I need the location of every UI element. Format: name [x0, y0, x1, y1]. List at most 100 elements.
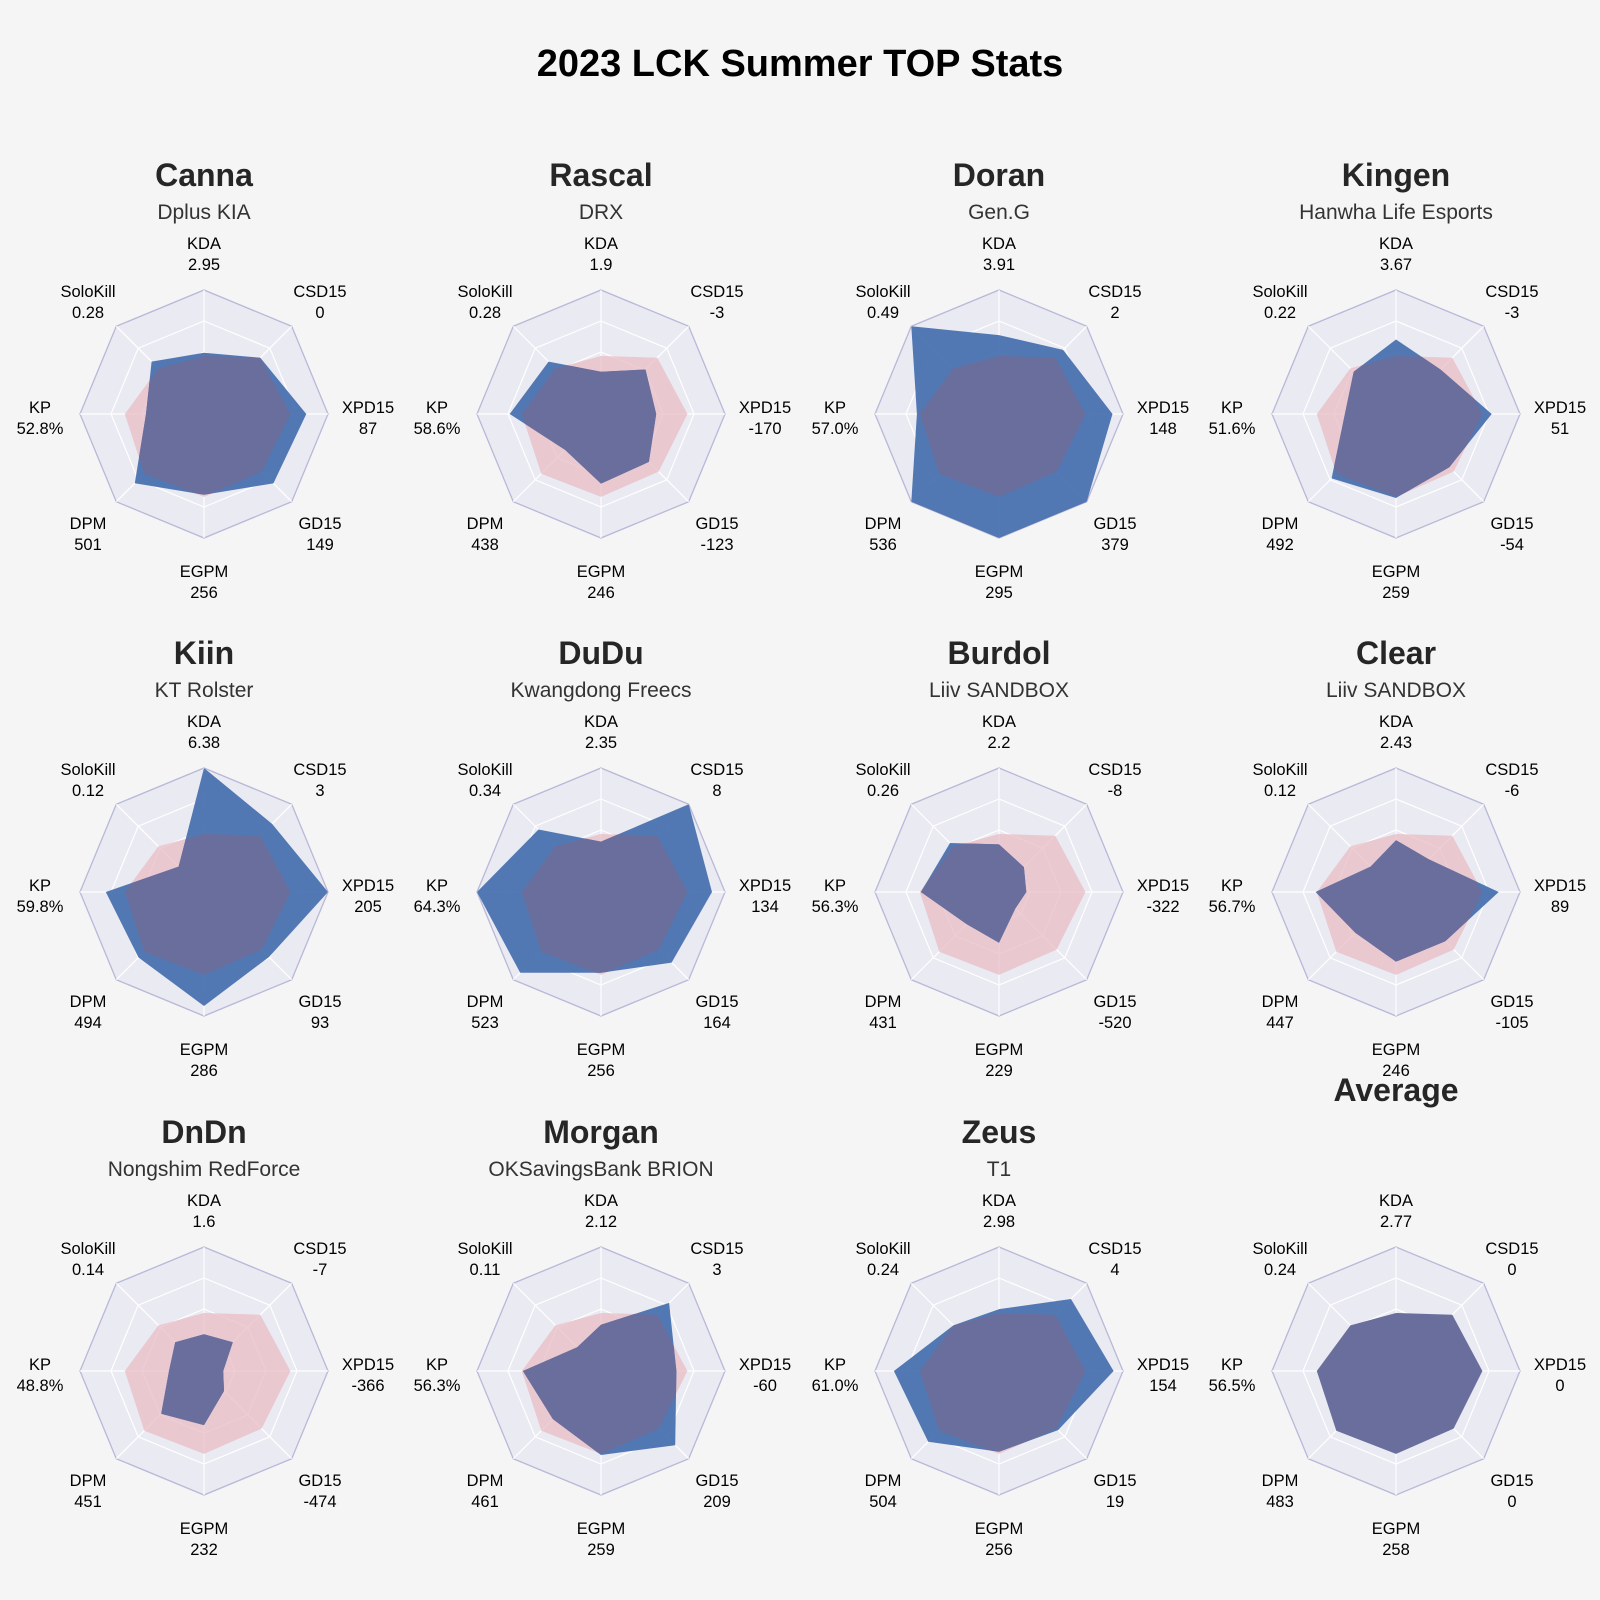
axis-value-xpd15: -322 — [1146, 898, 1179, 916]
axis-value-dpm: 461 — [471, 1493, 499, 1511]
axis-value-egpm: 256 — [190, 584, 218, 602]
axis-value-dpm: 483 — [1266, 1493, 1294, 1511]
axis-name-kp: KP — [29, 399, 51, 417]
axis-value-dpm: 451 — [74, 1493, 102, 1511]
axis-name-csd15: CSD15 — [1485, 1240, 1538, 1258]
axis-value-solokill: 0.14 — [72, 1261, 104, 1279]
axis-name-egpm: EGPM — [180, 1520, 229, 1538]
axis-value-egpm: 246 — [587, 584, 615, 602]
radar-panel-clear: Clear Liiv SANDBOX KDA 2.43 CSD15 -6 XPD15 89 GD… — [1209, 635, 1587, 1080]
axis-name-kp: KP — [824, 877, 846, 895]
axis-name-kda: KDA — [584, 1192, 618, 1210]
axis-value-gd15: -54 — [1500, 536, 1524, 554]
axis-value-csd15: 0 — [315, 304, 324, 322]
axis-name-dpm: DPM — [865, 515, 902, 533]
team-name: T1 — [987, 1158, 1012, 1181]
player-name: Rascal — [549, 157, 652, 193]
radar-panel-kiin: Kiin KT Rolster KDA 6.38 CSD15 3 XPD15 205 GD15 9… — [17, 635, 395, 1080]
radar-panels: Canna Dplus KIA KDA 2.95 CSD15 0 XPD15 87 GD15 14… — [17, 157, 1587, 1559]
player-name: Average — [1333, 1072, 1458, 1108]
axis-name-xpd15: XPD15 — [342, 399, 394, 417]
axis-name-xpd15: XPD15 — [1137, 1356, 1189, 1374]
axis-value-xpd15: 134 — [751, 898, 779, 916]
axis-value-csd15: 8 — [712, 782, 721, 800]
axis-value-kda: 2.77 — [1380, 1213, 1412, 1231]
axis-value-kda: 3.67 — [1380, 256, 1412, 274]
axis-name-egpm: EGPM — [1372, 1041, 1421, 1059]
player-name: DuDu — [558, 635, 643, 671]
axis-name-csd15: CSD15 — [293, 283, 346, 301]
axis-name-dpm: DPM — [1262, 1472, 1299, 1490]
axis-value-egpm: 232 — [190, 1541, 218, 1559]
axis-name-egpm: EGPM — [1372, 563, 1421, 581]
radar-panel-rascal: Rascal DRX KDA 1.9 CSD15 -3 XPD15 -170 GD15 -123 E… — [414, 157, 792, 602]
player-name: Doran — [953, 157, 1045, 193]
axis-value-kp: 58.6% — [414, 420, 461, 438]
axis-value-kp: 48.8% — [17, 1377, 64, 1395]
axis-name-egpm: EGPM — [1372, 1520, 1421, 1538]
axis-name-csd15: CSD15 — [690, 1240, 743, 1258]
axis-value-xpd15: 0 — [1555, 1377, 1564, 1395]
radar-panel-zeus: Zeus T1 KDA 2.98 CSD15 4 XPD15 154 GD15 19 EGPM 256… — [812, 1114, 1190, 1559]
axis-value-dpm: 438 — [471, 536, 499, 554]
axis-name-kda: KDA — [187, 235, 221, 253]
axis-name-csd15: CSD15 — [690, 761, 743, 779]
axis-value-kda: 6.38 — [188, 734, 220, 752]
axis-name-csd15: CSD15 — [1485, 283, 1538, 301]
axis-name-xpd15: XPD15 — [1534, 1356, 1586, 1374]
axis-value-xpd15: 87 — [359, 420, 377, 438]
overlap-polygon — [919, 356, 1086, 497]
player-name: Canna — [155, 157, 253, 193]
axis-name-egpm: EGPM — [975, 1041, 1024, 1059]
axis-value-dpm: 536 — [869, 536, 897, 554]
axis-name-solokill: SoloKill — [1252, 761, 1307, 779]
team-name: Nongshim RedForce — [108, 1158, 301, 1181]
axis-name-kda: KDA — [1379, 235, 1413, 253]
axis-value-csd15: -6 — [1505, 782, 1520, 800]
axis-value-dpm: 492 — [1266, 536, 1294, 554]
axis-name-dpm: DPM — [865, 1472, 902, 1490]
axis-name-csd15: CSD15 — [1485, 761, 1538, 779]
axis-value-csd15: -3 — [1505, 304, 1520, 322]
axis-value-egpm: 256 — [587, 1062, 615, 1080]
axis-name-gd15: GD15 — [695, 515, 738, 533]
axis-name-csd15: CSD15 — [1088, 761, 1141, 779]
axis-value-solokill: 0.26 — [867, 782, 899, 800]
axis-name-egpm: EGPM — [975, 1520, 1024, 1538]
axis-name-gd15: GD15 — [1093, 1472, 1136, 1490]
axis-value-dpm: 431 — [869, 1014, 897, 1032]
axis-value-kda: 1.6 — [193, 1213, 216, 1231]
axis-name-kda: KDA — [584, 235, 618, 253]
axis-name-solokill: SoloKill — [457, 1240, 512, 1258]
axis-value-kp: 52.8% — [17, 420, 64, 438]
axis-name-egpm: EGPM — [577, 1041, 626, 1059]
axis-value-xpd15: -170 — [748, 420, 781, 438]
axis-name-kda: KDA — [187, 1192, 221, 1210]
axis-value-kp: 56.5% — [1209, 1377, 1256, 1395]
axis-value-kp: 59.8% — [17, 898, 64, 916]
axis-name-solokill: SoloKill — [1252, 283, 1307, 301]
radar-panel-average: Average KDA 2.77 CSD15 0 XPD15 0 GD15 0 EGPM 258 DP… — [1209, 1072, 1587, 1559]
axis-name-kp: KP — [426, 1356, 448, 1374]
axis-value-kda: 2.12 — [585, 1213, 617, 1231]
axis-name-solokill: SoloKill — [457, 283, 512, 301]
axis-name-csd15: CSD15 — [1088, 283, 1141, 301]
axis-name-kda: KDA — [1379, 713, 1413, 731]
axis-name-kda: KDA — [982, 235, 1016, 253]
axis-value-gd15: -520 — [1098, 1014, 1131, 1032]
axis-value-egpm: 259 — [587, 1541, 615, 1559]
axis-name-gd15: GD15 — [298, 515, 341, 533]
axis-value-csd15: 0 — [1507, 1261, 1516, 1279]
axis-value-egpm: 229 — [985, 1062, 1013, 1080]
axis-value-xpd15: 89 — [1551, 898, 1569, 916]
axis-value-csd15: 3 — [315, 782, 324, 800]
overlap-polygon — [1331, 356, 1483, 497]
axis-name-dpm: DPM — [865, 993, 902, 1011]
axis-value-kp: 56.3% — [812, 898, 859, 916]
axis-name-dpm: DPM — [467, 515, 504, 533]
team-name: KT Rolster — [155, 679, 254, 702]
axis-name-solokill: SoloKill — [1252, 1240, 1307, 1258]
axis-value-gd15: 19 — [1106, 1493, 1124, 1511]
axis-name-xpd15: XPD15 — [739, 399, 791, 417]
axis-value-solokill: 0.28 — [469, 304, 501, 322]
